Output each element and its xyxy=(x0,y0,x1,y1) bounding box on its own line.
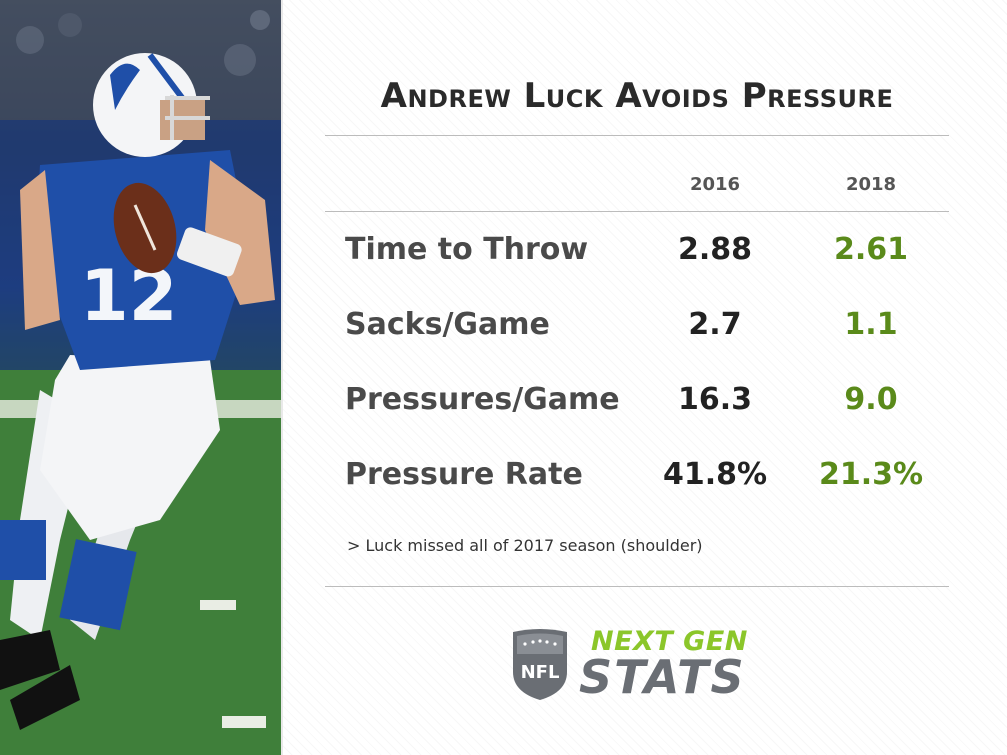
stat-label: Time to Throw xyxy=(345,232,589,267)
logo-next-gen: NEXT GEN xyxy=(591,626,748,657)
stat-value-2016: 16.3 xyxy=(677,382,753,417)
stat-label: Pressure Rate xyxy=(345,457,583,492)
stat-value-2018: 1.1 xyxy=(844,307,898,342)
quarterback-illustration: 12 xyxy=(0,0,281,755)
stat-label: Pressures/Game xyxy=(345,382,620,417)
stat-row-pressure-rate: Pressure Rate 41.8% 21.3% xyxy=(283,457,1007,497)
nfl-shield-text: NFL xyxy=(521,662,560,683)
panel-divider xyxy=(281,0,283,755)
player-photo: 12 xyxy=(0,0,281,755)
next-gen-stats-logo: NFL NEXT GEN STATS xyxy=(509,626,779,706)
divider xyxy=(325,135,949,136)
column-header-2018: 2018 xyxy=(845,174,897,195)
stat-value-2016: 2.88 xyxy=(677,232,753,267)
logo-stats: STATS xyxy=(579,650,746,704)
footnote: > Luck missed all of 2017 season (should… xyxy=(347,536,703,555)
divider xyxy=(325,211,949,212)
stat-label: Sacks/Game xyxy=(345,307,550,342)
nfl-shield-icon: NFL xyxy=(513,629,567,700)
stat-value-2016: 2.7 xyxy=(688,307,742,342)
divider xyxy=(325,586,949,587)
page-title: Andrew Luck Avoids Pressure xyxy=(380,76,894,116)
stat-value-2018: 2.61 xyxy=(833,232,909,267)
stat-row-time-to-throw: Time to Throw 2.88 2.61 xyxy=(283,232,1007,272)
stat-value-2018: 9.0 xyxy=(844,382,898,417)
column-header-2016: 2016 xyxy=(689,174,741,195)
stat-row-pressures-per-game: Pressures/Game 16.3 9.0 xyxy=(283,382,1007,422)
stats-panel: Andrew Luck Avoids Pressure 2016 2018 Ti… xyxy=(283,0,1007,755)
stat-value-2018: 21.3% xyxy=(818,457,924,492)
stat-row-sacks-per-game: Sacks/Game 2.7 1.1 xyxy=(283,307,1007,347)
stat-value-2016: 41.8% xyxy=(662,457,768,492)
